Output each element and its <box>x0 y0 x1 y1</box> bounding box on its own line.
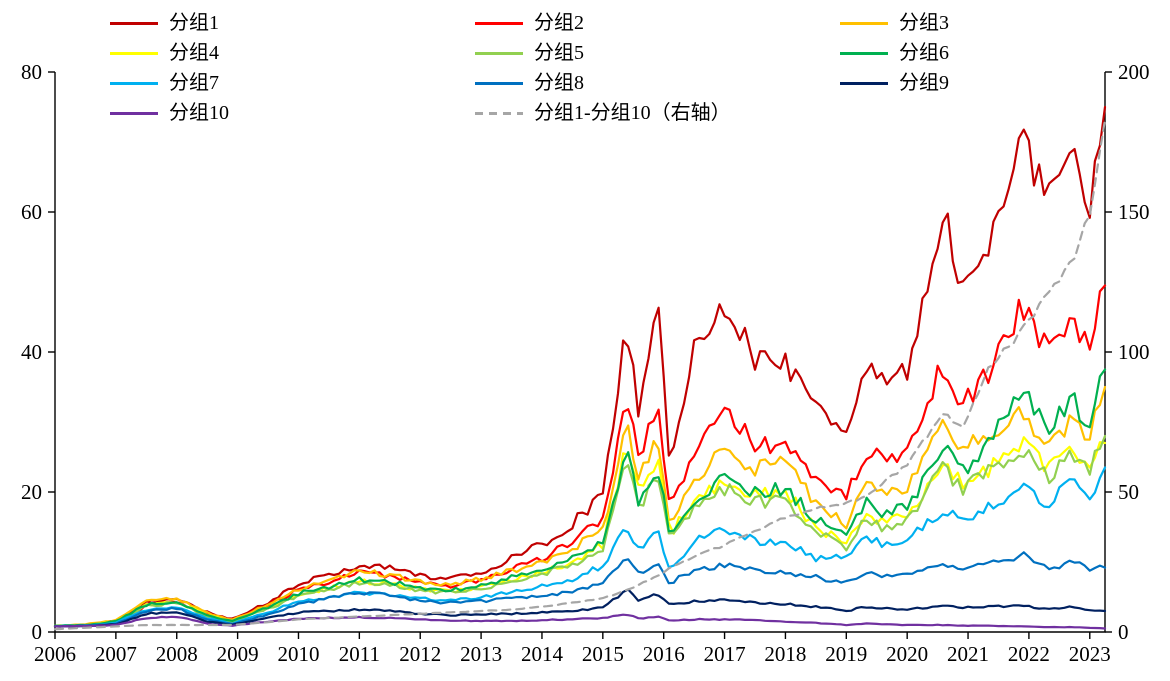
x-axis-tick-label: 2022 <box>1008 642 1050 666</box>
legend-label: 分组6 <box>899 42 949 64</box>
x-axis-tick-label: 2014 <box>521 642 564 666</box>
legend-label: 分组8 <box>534 72 584 94</box>
legend-item-9: 分组9 <box>840 70 949 96</box>
legend-line-marker <box>840 21 888 25</box>
x-axis-tick-label: 2021 <box>947 642 989 666</box>
chart-legend: 分组1 分组2 分组3 分组4 分组5 分组6 分组7 分组8 分组9 分组10 分组1-分组10（… <box>110 10 1150 135</box>
x-axis-tick-label: 2012 <box>399 642 441 666</box>
legend-label: 分组9 <box>899 72 949 94</box>
legend-label: 分组5 <box>534 42 584 64</box>
legend-line-marker <box>840 51 888 55</box>
left-axis-tick-label: 60 <box>21 200 42 224</box>
legend-line-marker <box>110 51 158 55</box>
series-line-6 <box>53 368 1107 627</box>
x-axis-tick-label: 2017 <box>704 642 746 666</box>
x-axis-tick-label: 2016 <box>643 642 685 666</box>
legend-item-8: 分组8 <box>475 70 584 96</box>
series-line-3 <box>53 385 1107 627</box>
legend-label: 分组3 <box>899 12 949 34</box>
right-axis-tick-label: 200 <box>1118 60 1150 84</box>
legend-dashed-line-marker <box>475 111 523 115</box>
left-axis-tick-label: 80 <box>21 60 42 84</box>
series-line-5 <box>53 434 1107 627</box>
legend-line-marker <box>840 81 888 85</box>
legend-label: 分组4 <box>169 42 219 64</box>
x-axis-tick-label: 2019 <box>825 642 867 666</box>
axis-frame <box>54 72 1106 633</box>
series-line-11 <box>53 118 1107 631</box>
right-axis-tick-label: 100 <box>1118 340 1150 364</box>
left-axis-tick-label: 0 <box>32 620 43 644</box>
legend-item-3: 分组3 <box>840 10 949 36</box>
x-axis-tick-label: 2009 <box>217 642 259 666</box>
x-axis-tick-label: 2013 <box>460 642 502 666</box>
right-axis-tick-label: 150 <box>1118 200 1150 224</box>
left-axis-tick-label: 20 <box>21 480 42 504</box>
legend-label: 分组1 <box>169 12 219 34</box>
legend-label: 分组10 <box>169 102 229 124</box>
legend-item-6: 分组6 <box>840 40 949 66</box>
x-axis-tick-label: 2006 <box>34 642 76 666</box>
legend-item-5: 分组5 <box>475 40 584 66</box>
x-axis-tick-label: 2008 <box>156 642 198 666</box>
x-axis-tick-label: 2010 <box>277 642 319 666</box>
legend-label: 分组2 <box>534 12 584 34</box>
legend-item-1: 分组1 <box>110 10 219 36</box>
legend-line-marker <box>475 21 523 25</box>
series-line-4 <box>53 436 1107 627</box>
x-axis-tick-label: 2018 <box>764 642 806 666</box>
legend-line-marker <box>475 81 523 85</box>
legend-item-11: 分组1-分组10（右轴） <box>475 100 731 126</box>
right-axis-tick-label: 50 <box>1118 480 1139 504</box>
x-axis-tick-label: 2023 <box>1069 642 1111 666</box>
x-axis-tick-label: 2011 <box>339 642 380 666</box>
legend-label: 分组1-分组10（右轴） <box>534 102 731 124</box>
series-line-1 <box>53 105 1107 628</box>
x-axis-tick-label: 2007 <box>95 642 137 666</box>
x-axis-tick-label: 2020 <box>886 642 928 666</box>
x-axis-tick-label: 2015 <box>582 642 624 666</box>
legend-line-marker <box>110 81 158 85</box>
legend-line-marker <box>475 51 523 55</box>
legend-line-marker <box>110 111 158 115</box>
legend-item-2: 分组2 <box>475 10 584 36</box>
legend-label: 分组7 <box>169 72 219 94</box>
legend-item-4: 分组4 <box>110 40 219 66</box>
legend-item-10: 分组10 <box>110 100 229 126</box>
right-axis-tick-label: 0 <box>1118 620 1129 644</box>
left-axis-tick-label: 40 <box>21 340 42 364</box>
legend-item-7: 分组7 <box>110 70 219 96</box>
series-line-9 <box>53 588 1107 628</box>
legend-line-marker <box>110 21 158 25</box>
